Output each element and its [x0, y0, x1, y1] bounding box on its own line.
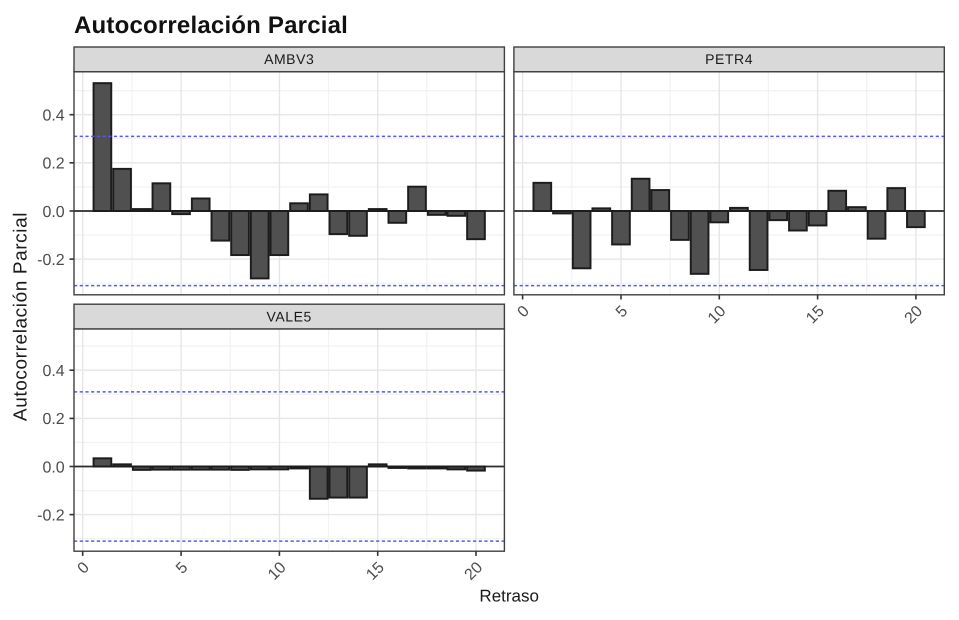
svg-text:0.4: 0.4 — [42, 363, 64, 380]
svg-text:0.0: 0.0 — [42, 204, 64, 221]
svg-text:Autocorrelación Parcial: Autocorrelación Parcial — [11, 212, 32, 421]
svg-text:-0.2: -0.2 — [37, 252, 65, 269]
svg-text:VALE5: VALE5 — [267, 308, 312, 324]
svg-text:0.2: 0.2 — [42, 156, 64, 173]
svg-text:0.0: 0.0 — [42, 459, 64, 476]
svg-text:AMBV3: AMBV3 — [264, 51, 314, 67]
svg-text:0.4: 0.4 — [42, 108, 64, 125]
svg-text:PETR4: PETR4 — [705, 51, 753, 67]
svg-text:Retraso: Retraso — [479, 586, 539, 605]
svg-text:Autocorrelación Parcial: Autocorrelación Parcial — [74, 12, 348, 39]
svg-text:0.2: 0.2 — [42, 411, 64, 428]
svg-text:-0.2: -0.2 — [37, 507, 65, 524]
